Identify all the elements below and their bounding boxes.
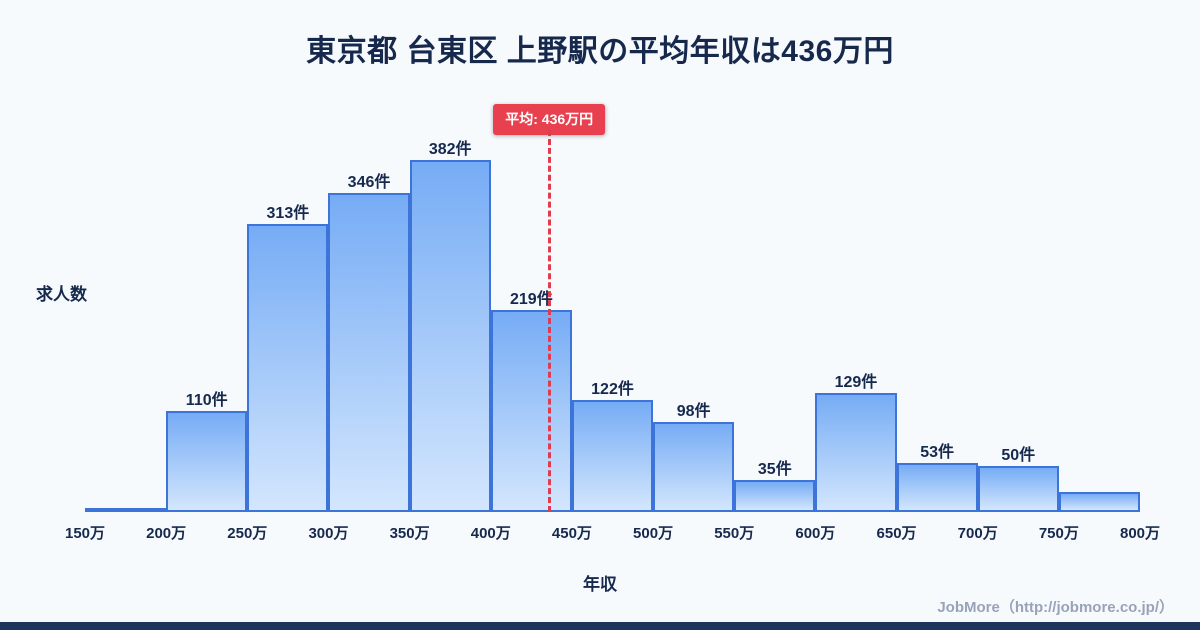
x-tick-label: 350万 bbox=[389, 525, 430, 542]
histogram-bar bbox=[85, 508, 167, 513]
x-tick-label: 550万 bbox=[714, 525, 755, 542]
histogram-bar bbox=[247, 223, 329, 512]
x-tick-label: 800万 bbox=[1119, 525, 1161, 542]
bar-value-label: 53件 bbox=[920, 444, 955, 462]
x-tick-label: 150万 bbox=[64, 525, 106, 542]
bar-value-label: 382件 bbox=[428, 141, 472, 158]
chart-title: 東京都 台東区 上野駅の平均年収は436万円 bbox=[306, 35, 894, 68]
x-tick-label: 700万 bbox=[957, 525, 998, 542]
x-tick-label: 400万 bbox=[470, 525, 511, 542]
x-tick-label: 500万 bbox=[633, 525, 674, 542]
average-line bbox=[547, 130, 551, 512]
footer-credit: JobMore（http://jobmore.co.jp/） bbox=[937, 599, 1174, 616]
histogram-bar bbox=[815, 393, 897, 512]
x-tick-label: 450万 bbox=[551, 525, 592, 542]
histogram-bar bbox=[166, 410, 248, 512]
x-tick-label: 300万 bbox=[308, 525, 349, 542]
bar-value-label: 346件 bbox=[347, 174, 391, 192]
bar-value-label: 110件 bbox=[185, 391, 228, 409]
bar-value-label: 122件 bbox=[591, 380, 634, 398]
x-tick-label: 600万 bbox=[795, 525, 836, 542]
bar-value-label: 50件 bbox=[1001, 446, 1036, 464]
bar-value-label: 129件 bbox=[834, 374, 878, 392]
x-tick-label: 650万 bbox=[876, 525, 917, 542]
average-badge: 平均: 436万円 bbox=[493, 104, 606, 135]
histogram-bar bbox=[571, 399, 654, 512]
histogram-bar bbox=[653, 421, 735, 512]
histogram-bar bbox=[490, 310, 572, 512]
histogram-bar bbox=[409, 160, 491, 512]
bar-value-label: 219件 bbox=[509, 291, 553, 309]
bar-value-label: 35件 bbox=[757, 460, 792, 478]
x-axis-label: 年収 bbox=[583, 575, 617, 594]
footer-strip bbox=[0, 622, 1200, 630]
x-tick-label: 250万 bbox=[227, 525, 268, 542]
histogram-bar bbox=[896, 463, 978, 512]
histogram-bar bbox=[734, 479, 816, 512]
bar-value-label: 313件 bbox=[266, 204, 310, 222]
histogram-bar bbox=[1058, 491, 1140, 512]
histogram-bar bbox=[977, 465, 1059, 512]
histogram-bar bbox=[328, 193, 410, 512]
bar-value-label: 98件 bbox=[676, 402, 711, 420]
y-axis-label: 求人数 bbox=[36, 285, 87, 304]
x-tick-label: 750万 bbox=[1038, 525, 1079, 542]
x-tick-label: 200万 bbox=[146, 525, 187, 542]
